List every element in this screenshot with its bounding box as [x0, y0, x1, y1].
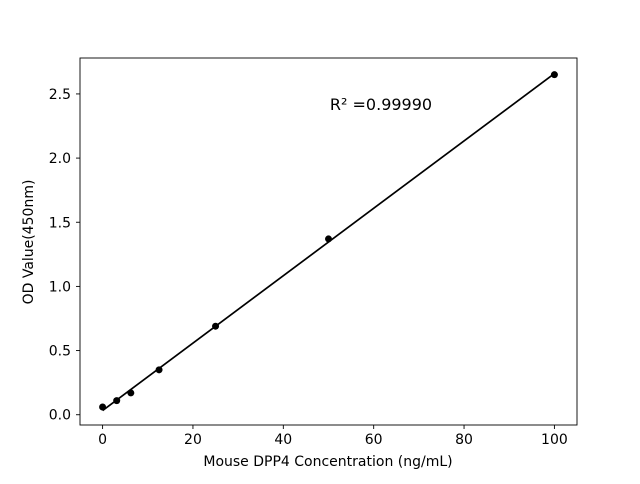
y-tick-label: 1.5 [49, 215, 71, 231]
data-point [155, 366, 163, 374]
data-point [113, 397, 121, 405]
x-tick-label: 40 [274, 432, 292, 448]
data-point [212, 322, 220, 330]
data-point [99, 403, 107, 411]
data-point [325, 235, 332, 243]
y-tick-label: 2.0 [49, 151, 71, 167]
x-tick-label: 80 [455, 432, 473, 448]
r-squared-annotation: R² =0.99990 [330, 95, 432, 114]
y-tick-label: 2.5 [49, 87, 71, 103]
y-tick-label: 1.0 [49, 279, 71, 295]
y-tick-label: 0.0 [49, 408, 71, 424]
plot-border [79, 57, 578, 426]
x-tick-label: 60 [365, 432, 383, 448]
x-axis-label: Mouse DPP4 Concentration (ng/mL) [203, 454, 452, 470]
data-point [127, 389, 135, 397]
x-tick-label: 20 [184, 432, 202, 448]
y-tick-label: 0.5 [49, 344, 71, 360]
x-tick-label: 100 [541, 432, 568, 448]
data-point [550, 71, 558, 79]
x-tick-label: 0 [98, 432, 107, 448]
y-axis-label: OD Value(450nm) [21, 180, 37, 305]
